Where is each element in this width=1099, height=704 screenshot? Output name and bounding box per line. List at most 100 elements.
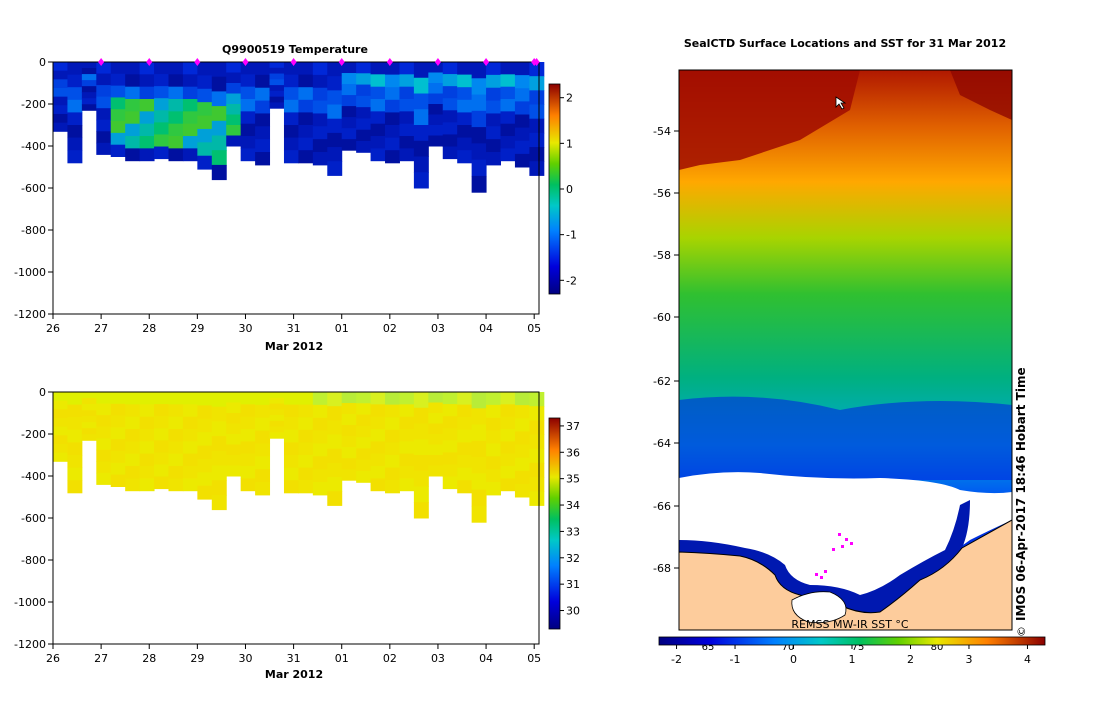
profile-cell — [197, 392, 213, 406]
profile-cell — [457, 442, 473, 456]
salinity-profiles — [53, 392, 545, 523]
profile-markers — [98, 58, 540, 66]
profile-cell — [500, 416, 516, 430]
y-tick-label: -800 — [21, 224, 46, 237]
profile-cell — [312, 392, 328, 406]
profile-cell — [154, 476, 169, 490]
profile-cell — [226, 434, 242, 445]
profile-cell — [125, 99, 141, 112]
profile-cell — [399, 478, 415, 492]
profile-cell — [211, 450, 227, 466]
profile-cell — [529, 477, 545, 492]
sst-map-panel: SealCTD Surface Locations and SST for 31… — [653, 37, 1046, 666]
y-tick-label: -600 — [21, 512, 46, 525]
profile-cell — [529, 147, 545, 162]
profile-cell — [197, 62, 213, 76]
profile-cell — [312, 87, 328, 102]
profile-cell — [81, 86, 97, 93]
sst-colorbar-tick-label: 3 — [965, 653, 972, 666]
profile-cell — [312, 404, 328, 419]
profile-cell — [96, 142, 112, 155]
profile-cell — [139, 441, 155, 455]
profile-cell — [168, 441, 184, 455]
temperature-y-axis: 0 -200 -400 -600 -800 -1000 -1200 — [14, 56, 53, 321]
profile-cell — [385, 87, 400, 101]
profile-cell — [370, 429, 386, 442]
profile-cell — [226, 104, 242, 115]
profile-cell — [356, 129, 372, 142]
ice-region — [679, 472, 1012, 602]
profile-cell — [413, 502, 429, 519]
profile-cell — [385, 480, 400, 494]
profile-cell — [385, 125, 400, 139]
profile-cell — [240, 86, 256, 100]
profile-cell — [283, 74, 299, 88]
profile-cell — [125, 148, 141, 162]
profile-cell — [356, 437, 372, 449]
profile-cell — [428, 444, 444, 456]
profile-cell — [298, 112, 314, 126]
profile-cell — [514, 470, 530, 485]
profile-cell — [500, 99, 516, 112]
sst-colorbar-tick-label: -2 — [671, 653, 682, 666]
profile-cell — [428, 434, 444, 445]
profile-cell — [211, 76, 227, 92]
profile-cell — [226, 444, 242, 456]
profile-cell — [457, 62, 473, 76]
profile-cell — [413, 62, 429, 79]
profile-cell — [110, 474, 126, 487]
profile-cell — [53, 443, 68, 454]
profile-cell — [81, 398, 97, 405]
profile-cell — [399, 136, 415, 149]
profile-cell — [457, 392, 473, 406]
profile-cell — [226, 83, 242, 94]
profile-cell — [529, 161, 545, 176]
profile-cell — [370, 441, 386, 455]
profile-cell — [428, 465, 444, 477]
profile-cell — [529, 104, 545, 120]
profile-marker — [386, 58, 393, 66]
lat-tick-label: -66 — [653, 500, 671, 513]
y-tick-label: -1000 — [14, 596, 46, 609]
profile-cell — [413, 423, 429, 440]
profile-cell — [283, 480, 299, 494]
profile-cell — [240, 111, 256, 125]
profile-cell — [298, 74, 314, 88]
profile-cell — [514, 392, 530, 406]
profile-cell — [53, 105, 68, 115]
profile-cell — [457, 74, 473, 88]
profile-cell — [255, 392, 271, 406]
profile-cell — [96, 403, 112, 416]
profile-cell — [356, 459, 372, 472]
profile-cell — [356, 62, 372, 74]
profile-cell — [327, 477, 343, 492]
profile-cell — [312, 62, 328, 76]
profile-cell — [197, 128, 213, 143]
profile-cell — [168, 478, 184, 492]
y-tick-label: -400 — [21, 140, 46, 153]
profile-cell — [197, 485, 213, 500]
profile-cell — [312, 74, 328, 89]
profile-cell — [385, 467, 400, 481]
profile-cell — [182, 74, 198, 88]
profile-cell — [529, 132, 545, 148]
sst-map-field — [679, 70, 1012, 630]
profile-cell — [211, 62, 227, 78]
profile-cell — [486, 113, 502, 127]
profile-cell — [327, 132, 343, 148]
profile-cell — [341, 73, 357, 85]
profile-cell — [457, 455, 473, 469]
profile-cell — [413, 172, 429, 189]
profile-cell — [226, 93, 242, 105]
profile-cell — [182, 62, 198, 75]
profile-cell — [500, 441, 516, 455]
profile-cell — [486, 469, 502, 483]
profile-cell — [428, 135, 444, 147]
profile-cell — [471, 392, 487, 409]
profile-cell — [269, 96, 285, 103]
profile-cell — [67, 99, 83, 113]
x-tick-label: 03 — [431, 652, 445, 665]
colorbar-tick-label: 2 — [566, 92, 573, 105]
profile-cell — [110, 462, 126, 476]
profile-cell — [240, 416, 256, 430]
